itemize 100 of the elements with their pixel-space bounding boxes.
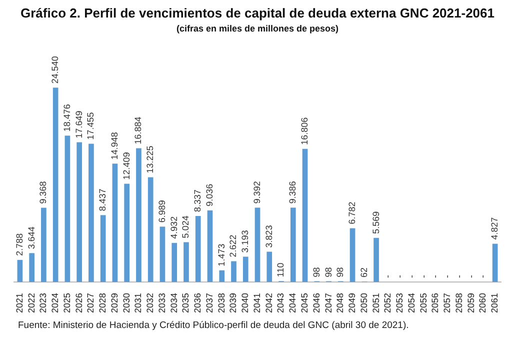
x-tick-label: 2031 [133,292,144,314]
x-tick-label: 2056 [430,292,440,314]
data-label: 98 [323,267,334,278]
x-tick-label: 2044 [288,292,298,314]
data-label: 16.806 [299,117,310,145]
bar [100,215,106,282]
bar [148,177,154,282]
data-label: 98 [311,267,322,278]
x-tick-label: 2037 [204,292,214,314]
data-label: 98 [335,267,346,278]
x-tick-label: 2039 [228,292,238,314]
data-label: 13.225 [145,146,156,174]
data-label: - [418,274,428,278]
x-tick-label: 2035 [180,292,191,314]
data-label: 5.569 [370,211,381,234]
data-label: 1.473 [216,244,226,266]
bar [231,261,236,282]
bar [172,242,178,282]
x-tick-label: 2022 [26,292,36,314]
source-note: Fuente: Ministerio de Hacienda y Crédito Público-perfil de deuda del GNC (abril 30 de 2021). [18,320,409,331]
bar [195,216,201,282]
x-tick-label: 2051 [370,292,381,314]
data-label: 2.622 [228,234,238,258]
bar [64,136,70,282]
x-tick-label: 2052 [382,292,393,314]
data-label: 5.024 [180,216,191,238]
x-tick-label: 2040 [240,292,250,314]
x-tick-label: 2058 [454,292,464,314]
x-tick-label: 2048 [335,292,346,314]
bar [302,148,308,282]
x-tick-label: 2038 [216,292,226,314]
data-label: 24.540 [50,56,60,84]
bar [374,238,379,282]
data-label: 8.437 [98,188,108,212]
x-tick-label: 2029 [109,292,120,314]
bar [219,270,225,282]
data-label: 6.989 [156,200,167,223]
x-tick-label: 2043 [276,292,286,314]
bar [207,210,213,282]
bar [290,208,296,282]
x-tick-label: 2036 [192,292,203,314]
bar [184,242,189,282]
data-label: 3.823 [264,225,274,248]
data-label: - [406,274,416,278]
chart-title: Gráfico 2. Perfil de vencimientos de capital de deuda externa GNC 2021-2061 [20,5,494,20]
bar [242,256,248,282]
bar [350,228,356,282]
data-label: 17.649 [74,110,84,138]
data-label: 9.036 [204,184,214,206]
x-tick-label: 2047 [323,292,334,314]
x-tick-label: 2059 [466,292,476,314]
data-label: - [382,274,393,278]
bar [492,244,498,282]
x-tick-label: 2053 [394,292,405,314]
bar [266,252,272,282]
bar [160,226,166,282]
bar [41,208,46,282]
data-label: 8.337 [192,189,203,212]
data-label: - [454,274,464,278]
data-label: 17.455 [86,112,96,140]
x-tick-label: 2024 [50,292,60,314]
x-tick-label: 2026 [74,292,84,314]
bar [17,260,23,282]
data-label: 9.386 [288,181,298,204]
bar [112,164,118,282]
data-label: 3.644 [26,226,36,250]
x-tick-label: 2049 [347,292,358,314]
data-label: 4.827 [490,217,500,240]
x-tick-label: 2023 [38,292,48,314]
x-tick-label: 2046 [311,292,322,314]
bar [124,184,130,282]
bar [76,142,82,282]
data-label: 12.409 [121,152,132,180]
x-tick-label: 2025 [62,292,72,314]
x-tick-label: 2054 [406,292,416,314]
x-tick-label: 2050 [358,292,369,314]
x-tick-label: 2060 [478,292,488,314]
x-tick-label: 2045 [299,292,310,314]
data-label: - [466,274,476,278]
bar [136,148,142,282]
x-tick-label: 2027 [86,292,96,314]
data-label: 18.476 [62,104,72,132]
x-tick-label: 2061 [490,292,500,314]
x-tick-label: 2041 [252,292,262,314]
data-label: 4.932 [168,216,179,239]
bar [88,144,94,282]
x-tick-label: 2033 [156,292,167,314]
data-label: - [442,274,452,278]
bar [52,88,58,282]
bar [29,253,34,282]
data-label: 16.884 [133,116,144,144]
data-label: 9.392 [252,181,262,204]
x-tick-label: 2028 [98,292,108,314]
x-tick-label: 2030 [121,292,132,314]
data-label: 6.782 [347,202,358,224]
data-label: - [430,274,440,278]
x-tick-label: 2034 [168,292,179,314]
data-label: - [478,274,488,278]
chart-subtitle: (cifras en miles de millones de pesos) [176,23,339,34]
data-label: 62 [358,267,369,278]
